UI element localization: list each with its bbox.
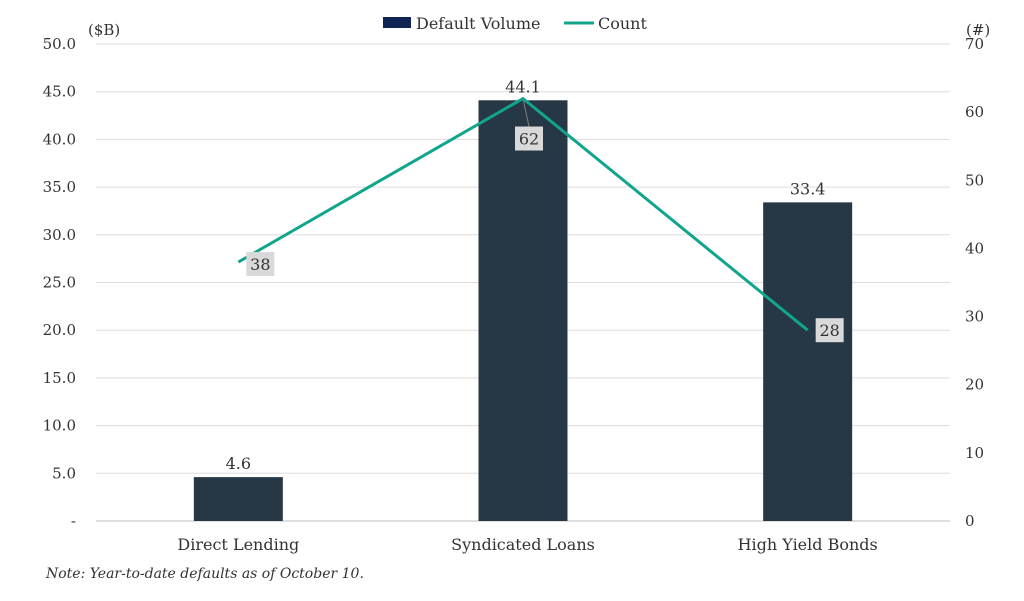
right-axis-tick-label: 20 [965,376,984,394]
left-axis-tick-label: 15.0 [43,369,76,387]
bar-value-label: 33.4 [790,179,826,198]
right-axis-tick-label: 50 [965,171,984,189]
left-axis-tick-label: 10.0 [43,417,76,435]
line-label-box [815,318,844,343]
bar-value-label: 44.1 [505,77,541,96]
legend-swatch-default-volume [383,17,411,28]
legend: Default Volume Count [383,14,647,33]
left-axis-tick-label: 20.0 [43,321,76,339]
left-axis-unit: ($B) [88,21,120,39]
line-value-label: 62 [519,130,539,149]
right-axis-tick-label: 40 [965,239,984,257]
bar [193,477,283,521]
leader-line [522,98,530,127]
axes: - 5.0 10.0 15.0 20.0 25.0 30.0 35.0 40.0 45.0 50.0… [43,35,985,554]
category-label: Syndicated Loans [451,535,595,554]
left-axis-tick-label: 25.0 [43,274,76,292]
legend-label-count: Count [598,14,647,33]
right-axis-tick-label: 0 [965,512,975,530]
bars [193,100,853,521]
data-labels: 4.6 44.1 33.4 38 62 28 [226,77,844,473]
legend-label-default-volume: Default Volume [416,14,540,33]
left-axis-tick-label: 40.0 [43,130,76,148]
left-axis-tick-label: 5.0 [52,464,76,482]
left-axis-tick-label: 45.0 [43,83,76,101]
left-axis-tick-label: 30.0 [43,226,76,244]
line-label-box [515,126,543,151]
line-label-box [246,252,275,277]
category-label: Direct Lending [177,535,299,554]
bar [763,202,853,521]
bar-value-label: 4.6 [226,454,251,473]
line-value-label: 28 [819,321,839,340]
line-value-label: 38 [250,255,270,274]
category-label: High Yield Bonds [738,535,878,554]
bar [478,100,568,521]
right-axis-unit: (#) [966,21,990,39]
right-axis-tick-label: 70 [965,35,984,53]
left-axis-tick-label: 50.0 [43,35,76,53]
right-axis-tick-label: 30 [965,308,984,326]
right-axis-tick-label: 10 [965,444,984,462]
left-axis-tick-label: - [71,512,76,530]
left-axis-tick-label: 35.0 [43,178,76,196]
footnote: Note: Year-to-date defaults as of Octobe… [46,566,364,582]
right-axis-tick-label: 60 [965,103,984,121]
